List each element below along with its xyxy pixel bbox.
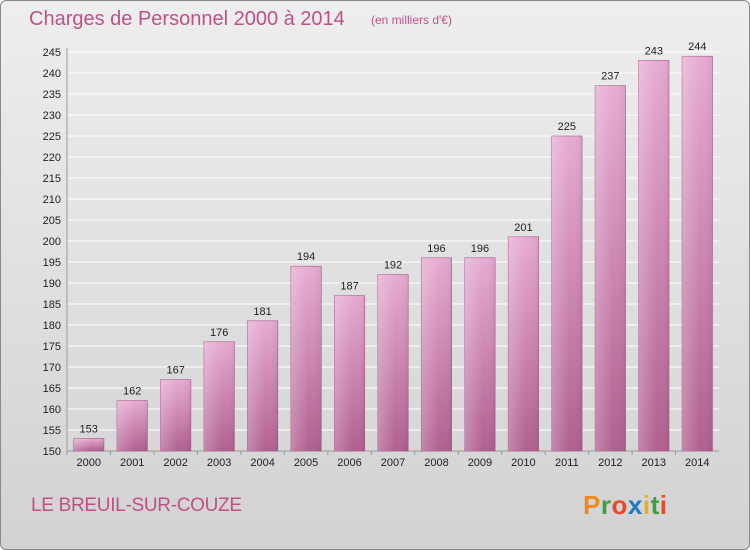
x-tick-label: 2013 [642, 457, 666, 469]
data-label: 192 [384, 260, 402, 272]
y-tick-label: 150 [43, 446, 61, 458]
data-label: 153 [80, 423, 98, 435]
x-tick-label: 2010 [511, 457, 535, 469]
data-label: 181 [253, 306, 271, 318]
proxiti-logo: Proxiti [583, 490, 667, 521]
bar-shade [638, 60, 670, 452]
x-tick-label: 2009 [468, 457, 492, 469]
bar-shade [73, 438, 104, 451]
logo-letter: i [659, 490, 668, 520]
data-label: 201 [514, 222, 532, 234]
x-tick-label: 2002 [163, 457, 187, 469]
chart-title: Charges de Personnel 2000 à 2014 [29, 8, 345, 30]
x-tick-label: 2003 [207, 457, 231, 469]
y-tick-label: 205 [43, 215, 61, 227]
y-tick-label: 180 [43, 320, 61, 332]
y-tick-label: 175 [43, 341, 61, 353]
y-tick-label: 225 [43, 131, 61, 143]
y-tick-label: 235 [43, 89, 61, 101]
logo-letter: r [600, 490, 612, 520]
y-tick-label: 200 [43, 236, 61, 248]
x-tick-label: 2014 [685, 457, 709, 469]
y-tick-label: 220 [43, 152, 61, 164]
bar-shade [595, 85, 626, 451]
data-label: 167 [166, 365, 184, 377]
x-tick-label: 2004 [250, 457, 274, 469]
y-tick-label: 165 [43, 383, 61, 395]
chart-subtitle: (en milliers d'€) [371, 13, 452, 27]
x-tick-label: 2006 [337, 457, 361, 469]
bar-shade [377, 274, 409, 451]
data-label: 196 [427, 243, 445, 255]
bar-shade [203, 341, 235, 451]
x-axis: 2000 2001 2002 2003 2004 2005 2006 2007 2008 2009… [66, 451, 710, 469]
y-tick-label: 155 [43, 425, 61, 437]
bars [73, 55, 713, 452]
logo-letter: P [583, 490, 601, 520]
y-tick-label: 240 [43, 68, 61, 80]
y-tick-label: 230 [43, 110, 61, 122]
y-tick-label: 215 [43, 173, 61, 185]
bar-shade [682, 56, 713, 451]
data-label: 187 [340, 281, 358, 293]
data-label: 194 [297, 251, 315, 263]
y-tick-label: 160 [43, 404, 61, 416]
data-label: 176 [210, 327, 228, 339]
y-tick-label: 185 [43, 299, 61, 311]
data-label: 243 [645, 45, 663, 57]
bar-shade [551, 136, 583, 451]
data-label: 196 [471, 243, 489, 255]
data-label: 237 [601, 71, 619, 83]
bar-shade [116, 400, 148, 451]
bar-shade [290, 266, 322, 451]
bar-shade [464, 257, 496, 451]
logo-letter: x [627, 490, 643, 520]
y-tick-label: 190 [43, 278, 61, 290]
commune-name: LE BREUIL-SUR-COUZE [31, 495, 242, 516]
x-tick-label: 2012 [598, 457, 622, 469]
x-tick-label: 2005 [294, 457, 318, 469]
bar-shade [421, 257, 452, 451]
bar-shade [160, 379, 191, 451]
y-tick-label: 195 [43, 257, 61, 269]
y-tick-label: 170 [43, 362, 61, 374]
x-tick-label: 2001 [120, 457, 144, 469]
value-labels: 153 162 167 176 181 194 187 192 196 196 201 225 237 2… [80, 41, 707, 435]
bar-shade [247, 320, 278, 451]
x-tick-label: 2011 [555, 457, 579, 469]
data-label: 244 [688, 41, 706, 53]
x-tick-label: 2008 [424, 457, 448, 469]
data-label: 225 [558, 121, 576, 133]
logo-letter: i [642, 490, 651, 520]
x-tick-label: 2007 [381, 457, 405, 469]
x-tick-label: 2000 [76, 457, 100, 469]
logo-letter: o [611, 490, 628, 520]
y-tick-label: 245 [43, 47, 61, 59]
bar-shade [508, 236, 539, 451]
logo-letter: t [650, 490, 660, 520]
data-label: 162 [123, 386, 141, 398]
y-tick-label: 210 [43, 194, 61, 206]
bar-shade [334, 295, 365, 451]
y-axis: 150 155 160 165 170 175 180 185 190 195 200 205 210 2… [43, 47, 719, 458]
